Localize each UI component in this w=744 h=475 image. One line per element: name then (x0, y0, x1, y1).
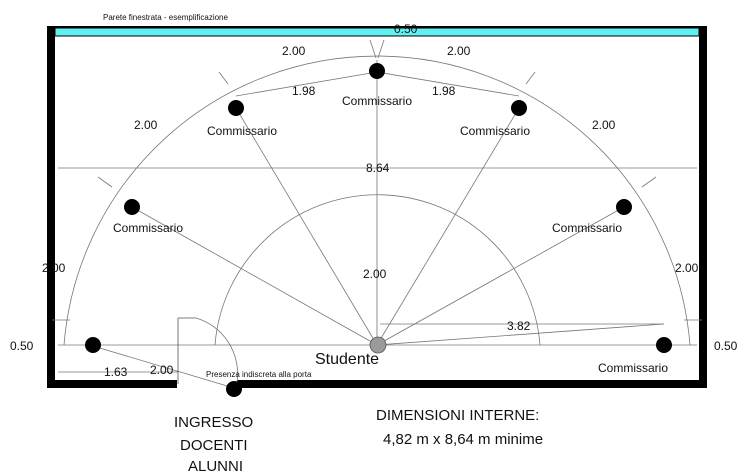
commissario-label: Commissario (552, 221, 622, 235)
door-dim-label: 2.00 (150, 363, 174, 377)
tick-5 (97, 176, 113, 188)
right-wall (699, 27, 707, 388)
outer-arc (63, 55, 691, 346)
radial-5 (376, 323, 665, 346)
commissario-label: Commissario (342, 94, 412, 108)
radial-1 (235, 107, 378, 346)
door-swing (195, 317, 238, 383)
diagram-title: Parete finestrata - esemplificazione (103, 13, 229, 22)
entrance-line-3: ALUNNI (188, 458, 243, 475)
commissario-seat (511, 100, 527, 116)
commissioners (85, 63, 672, 397)
chord-left (235, 71, 378, 97)
tick-4 (525, 71, 536, 85)
dimensions-title: DIMENSIONI INTERNE: (376, 407, 539, 424)
arc-spacing-label: 2.00 (42, 261, 66, 275)
arc-spacing-label: 2.00 (447, 44, 471, 58)
dimensions-value: 4,82 m x 8,64 m minime (383, 431, 543, 448)
tick-2 (377, 39, 385, 59)
bottom-wall-left (47, 380, 177, 388)
radial-4 (376, 206, 625, 346)
tick-3 (218, 71, 229, 85)
guide-lines (52, 39, 702, 389)
chord-spacing-label: 1.98 (432, 84, 456, 98)
dim-door-diag (92, 345, 235, 389)
commissario-seat (124, 199, 140, 215)
outer-radius-label: 3.82 (507, 319, 531, 333)
left-wall (47, 27, 55, 388)
commissario-label: Commissario (113, 221, 183, 235)
commissario-label: Commissario (598, 361, 668, 375)
window-wall (54, 27, 700, 37)
inner-radius-label: 2.00 (363, 267, 387, 281)
tick-6 (641, 176, 657, 188)
bottom-wall-right (237, 380, 707, 388)
arc-spacing-label: 2.00 (675, 261, 699, 275)
tick-1 (369, 39, 377, 59)
door-presence-seat (226, 381, 242, 397)
door-presence-note: Presenza indiscreta alla porta (206, 370, 312, 379)
left-offset-label: 0.50 (10, 339, 34, 353)
left-bottom-dim-label: 1.63 (104, 365, 128, 379)
commissario-seat (85, 337, 101, 353)
student-seat (369, 336, 387, 354)
room-walls (47, 26, 707, 388)
inner-arc (214, 194, 541, 346)
radial-2 (376, 107, 520, 346)
room-width-label: 8.64 (366, 161, 390, 175)
arc-spacing-label: 2.00 (282, 44, 306, 58)
commissario-label: Commissario (460, 124, 530, 138)
arc-spacing-label: 2.00 (134, 118, 158, 132)
commissario-seat (616, 199, 632, 215)
entrance-line-1: INGRESSO (174, 414, 253, 431)
chord-spacing-label: 1.98 (292, 84, 316, 98)
student-label: Studente (315, 351, 379, 368)
commissario-seat (369, 63, 385, 79)
chord-right (376, 71, 520, 97)
commissario-seat (656, 337, 672, 353)
entrance-line-2: DOCENTI (180, 437, 248, 454)
arc-spacing-label: 2.00 (592, 118, 616, 132)
commissario-label: Commissario (207, 124, 277, 138)
window-width-label: 0.50 (394, 22, 418, 36)
right-offset-label: 0.50 (714, 339, 738, 353)
radial-3 (131, 206, 378, 346)
commissario-seat (228, 100, 244, 116)
